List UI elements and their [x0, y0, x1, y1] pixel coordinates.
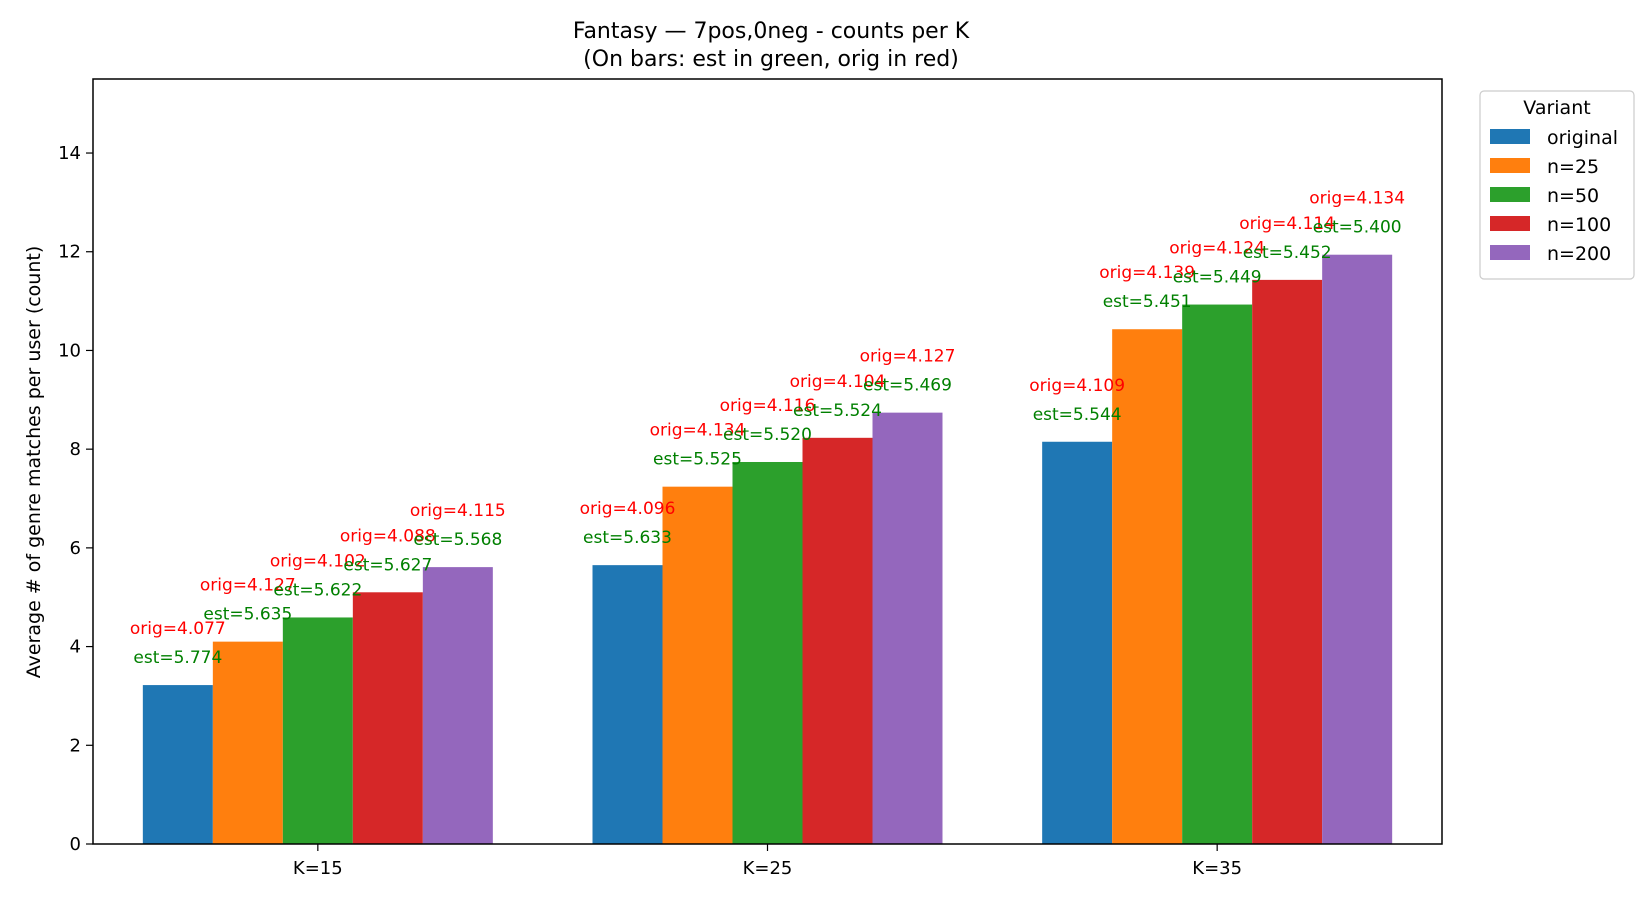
legend-entry: n=25	[1547, 156, 1599, 178]
bar	[1322, 254, 1393, 844]
est-label: est=5.524	[793, 401, 882, 421]
plot-frame	[92, 78, 1443, 845]
orig-label: orig=4.114	[1239, 214, 1335, 234]
est-label: est=5.525	[653, 450, 742, 470]
est-label: est=5.451	[1103, 292, 1192, 312]
est-label: est=5.544	[1033, 405, 1122, 425]
est-label: est=5.627	[343, 555, 432, 575]
y-tick-label: 2	[70, 735, 81, 756]
orig-label: orig=4.077	[130, 619, 226, 639]
orig-label: orig=4.088	[340, 526, 436, 546]
orig-label: orig=4.134	[1309, 189, 1405, 209]
est-label: est=5.635	[203, 605, 292, 625]
bar	[1252, 279, 1323, 844]
bar	[422, 567, 493, 844]
x-tick-label: K=15	[293, 858, 343, 879]
y-tick-label: 8	[70, 439, 81, 460]
legend: Variant original n=25 n=50 n=100 n=200	[1479, 90, 1635, 280]
x-tick-label: K=25	[743, 858, 793, 879]
bar	[592, 565, 663, 844]
est-label: est=5.400	[1313, 218, 1402, 238]
legend-swatch	[1490, 129, 1530, 144]
y-axis-label: Average # of genre matches per user (cou…	[23, 246, 45, 679]
est-label: est=5.568	[413, 530, 502, 550]
bar	[1182, 304, 1253, 844]
y-tick-label: 0	[70, 834, 81, 855]
bar	[142, 685, 213, 844]
chart-subtitle: (On bars: est in green, orig in red)	[583, 47, 959, 72]
chart-title: Fantasy — 7pos,0neg - counts per K	[573, 19, 970, 44]
bar	[352, 592, 423, 844]
est-label: est=5.633	[583, 528, 672, 548]
bar	[802, 437, 873, 844]
orig-label: orig=4.102	[270, 551, 366, 571]
orig-label: orig=4.139	[1099, 263, 1195, 283]
legend-swatch	[1490, 216, 1530, 231]
orig-label: orig=4.104	[790, 372, 886, 392]
bar	[1112, 329, 1183, 845]
x-axis: K=15 K=25 K=35	[293, 844, 1242, 879]
legend-swatch	[1490, 245, 1530, 260]
est-label: est=5.452	[1243, 243, 1332, 263]
legend-entry: n=100	[1547, 214, 1611, 236]
y-tick-label: 4	[70, 637, 81, 658]
legend-entry: n=200	[1547, 243, 1611, 265]
y-axis: 0 2 4 6 8 10 12 14	[58, 143, 93, 855]
orig-label: orig=4.124	[1169, 239, 1265, 259]
legend-entry: original	[1547, 127, 1618, 149]
orig-label: orig=4.096	[580, 499, 676, 519]
est-label: est=5.469	[863, 376, 952, 396]
y-tick-label: 14	[58, 143, 81, 164]
bar-labels-group: est=5.774orig=4.077est=5.635orig=4.127es…	[130, 189, 1405, 668]
est-label: est=5.774	[133, 648, 222, 668]
legend-title: Variant	[1523, 97, 1590, 119]
legend-swatch	[1490, 158, 1530, 173]
orig-label: orig=4.115	[410, 501, 506, 521]
bar	[212, 641, 283, 844]
legend-entry: n=50	[1547, 185, 1599, 207]
bar	[1042, 441, 1113, 844]
est-label: est=5.520	[723, 425, 812, 445]
orig-label: orig=4.127	[200, 576, 296, 596]
y-tick-label: 12	[58, 242, 81, 263]
bar	[282, 617, 353, 844]
bars-group	[142, 254, 1393, 845]
orig-label: orig=4.127	[860, 347, 956, 367]
bar	[732, 461, 803, 844]
x-tick-label: K=35	[1192, 858, 1242, 879]
y-tick-label: 6	[70, 538, 81, 559]
bar	[662, 486, 733, 844]
y-tick-label: 10	[58, 340, 81, 361]
orig-label: orig=4.134	[650, 421, 746, 441]
legend-swatch	[1490, 187, 1530, 202]
est-label: est=5.622	[273, 580, 362, 600]
orig-label: orig=4.109	[1029, 376, 1125, 396]
est-label: est=5.449	[1173, 268, 1262, 288]
orig-label: orig=4.116	[720, 396, 816, 416]
bar	[872, 412, 943, 844]
